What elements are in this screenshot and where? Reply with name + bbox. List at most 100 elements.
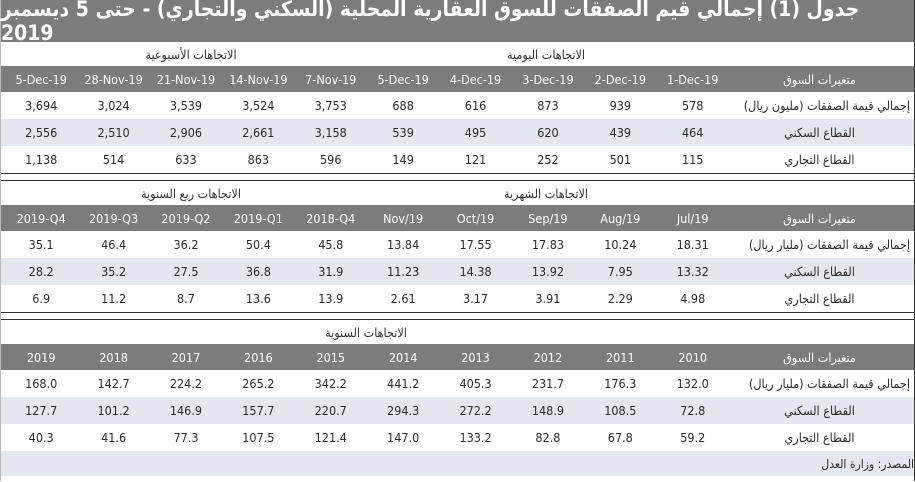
table-cell: 616 xyxy=(464,98,487,113)
column-header: 5-Dec-19 xyxy=(377,71,429,87)
column-header: 1-Dec-19 xyxy=(667,71,719,87)
table-cell: 441.2 xyxy=(387,376,420,391)
table-cell: 2,510 xyxy=(97,125,130,140)
column-header: 2-Dec-19 xyxy=(594,71,646,87)
table-cell: 3.91 xyxy=(535,291,561,306)
column-header: 4-Dec-19 xyxy=(449,71,502,87)
table-cell: 107.5 xyxy=(242,430,275,445)
table-cell: 863 xyxy=(247,152,270,167)
group-label: الاتجاهات ربع السنوية xyxy=(141,186,241,201)
table-cell: 265.2 xyxy=(242,376,275,391)
table-cell: 294.3 xyxy=(387,403,420,418)
table-cell: 18.31 xyxy=(676,237,709,252)
group-label: الاتجاهات الأسبوعية xyxy=(145,47,237,62)
table-cell: 939 xyxy=(609,98,632,113)
table-row: 127.7 101.2 146.9 157.7 220.7 294.3 272.2 148.9… xyxy=(1,397,914,424)
table-cell: 46.4 xyxy=(101,237,127,252)
table-cell: 28.2 xyxy=(28,264,54,279)
table-cell: 231.7 xyxy=(531,376,565,391)
column-header: Sep/19 xyxy=(528,210,568,226)
table-cell: 10.24 xyxy=(604,237,637,252)
column-header: 2019-Q3 xyxy=(89,210,139,226)
table-cell: 1,138 xyxy=(25,152,58,167)
table-cell: 176.3 xyxy=(604,376,637,391)
table-row: 3,694 3,024 3,539 3,524 3,753 688 616 873 939 578… xyxy=(1,92,914,119)
group-label: الاتجاهات السنوية xyxy=(325,325,407,340)
table-cell: 220.7 xyxy=(314,403,347,418)
table-cell: 405.3 xyxy=(459,376,492,391)
table-cell: 3,158 xyxy=(314,125,347,140)
table-cell: 2,661 xyxy=(242,125,275,140)
table-cell: 439 xyxy=(609,125,632,140)
table-cell: 40.3 xyxy=(28,430,54,445)
table-cell: 50.4 xyxy=(245,237,271,252)
column-header: 2011 xyxy=(606,349,635,365)
table-cell: 14.38 xyxy=(459,264,492,279)
row-label: القطاع التجاري xyxy=(784,152,855,167)
row-label: إجمالي قيمة الصفقات (مليار ريال) xyxy=(748,376,910,391)
table-cell: 115 xyxy=(681,152,704,167)
table-cell: 873 xyxy=(537,98,559,113)
table-cell: 2.29 xyxy=(607,291,633,306)
table-cell: 31.9 xyxy=(318,264,344,279)
table-row: 40.3 41.6 77.3 107.5 121.4 147.0 133.2 82.8 67.8… xyxy=(1,424,914,451)
section-group-header: الاتجاهات السنوية xyxy=(1,320,914,344)
table-row: 35.1 46.4 36.2 50.4 45.8 13.84 17.55 17.83 10.24… xyxy=(1,231,914,258)
table-title: جدول (1) إجمالي قيم الصفقات للسوق العقار… xyxy=(1,0,914,45)
section-divider xyxy=(1,312,914,320)
table-cell: 157.7 xyxy=(242,403,275,418)
row-label: إجمالي قيمة الصفقات (مليار ريال) xyxy=(748,237,910,252)
table-cell: 8.7 xyxy=(177,291,195,306)
table-row: 6.9 11.2 8.7 13.6 13.9 2.61 3.17 3.91 2.29 4.98 ال… xyxy=(1,285,914,312)
table-cell: 17.83 xyxy=(531,237,565,252)
table-cell: 13.9 xyxy=(318,291,344,306)
table-cell: 688 xyxy=(392,98,414,113)
row-label: القطاع السكني xyxy=(784,403,855,418)
row-label: القطاع السكني xyxy=(784,125,855,140)
section-group-header: الاتجاهات ربع السنوية الاتجاهات الشهرية xyxy=(1,181,914,205)
row-label: القطاع التجاري xyxy=(784,430,855,445)
table-cell: 3.17 xyxy=(463,291,489,306)
table-cell: 501 xyxy=(609,152,632,167)
column-header: 7-Nov-19 xyxy=(305,71,357,87)
column-header: 2014 xyxy=(388,349,418,365)
column-header-row: 5-Dec-19 28-Nov-19 21-Nov-19 14-Nov-19 7-Nov… xyxy=(1,66,914,92)
table-cell: 633 xyxy=(175,152,197,167)
table-cell: 596 xyxy=(320,152,342,167)
table-cell: 514 xyxy=(102,152,125,167)
table-row: 28.2 35.2 27.5 36.8 31.9 11.23 14.38 13.92 7.95 1… xyxy=(1,258,914,285)
table-cell: 147.0 xyxy=(387,430,420,445)
group-label: الاتجاهات اليومية xyxy=(506,47,586,62)
table-cell: 142.7 xyxy=(97,376,130,391)
table-cell: 13.32 xyxy=(676,264,709,279)
table-cell: 2,556 xyxy=(25,125,58,140)
table-cell: 224.2 xyxy=(169,376,203,391)
table-cell: 121.4 xyxy=(314,430,347,445)
table-cell: 27.5 xyxy=(173,264,199,279)
table-cell: 3,524 xyxy=(242,98,275,113)
table-cell: 620 xyxy=(537,125,559,140)
table-cell: 539 xyxy=(392,125,414,140)
table-cell: 149 xyxy=(392,152,414,167)
column-header: 2012 xyxy=(533,349,563,365)
column-header: 2019-Q4 xyxy=(16,210,66,226)
table-cell: 148.9 xyxy=(531,403,565,418)
table-cell: 3,539 xyxy=(169,98,203,113)
table-row: 168.0 142.7 224.2 265.2 342.2 441.2 405.3 231.7… xyxy=(1,370,914,397)
table-cell: 67.8 xyxy=(607,430,633,445)
table-cell: 133.2 xyxy=(459,430,492,445)
table-row: 2,556 2,510 2,906 2,661 3,158 539 495 620 439 464… xyxy=(1,119,914,146)
column-header-row: 2019-Q4 2019-Q3 2019-Q2 2019-Q1 2018-Q4 Nov/1… xyxy=(1,205,914,231)
column-header: 2019-Q2 xyxy=(161,210,211,226)
table-cell: 35.1 xyxy=(28,237,54,252)
table-row: 1,138 514 633 863 596 149 121 252 501 115 القطاع ا… xyxy=(1,146,914,173)
source-note: المصدر: وزارة العدل xyxy=(1,451,914,476)
column-header: Aug/19 xyxy=(600,210,641,226)
column-header: 2013 xyxy=(461,349,490,365)
table-cell: 13.92 xyxy=(531,264,565,279)
table-cell: 11.23 xyxy=(387,264,420,279)
table-cell: 77.3 xyxy=(173,430,199,445)
table-cell: 3,753 xyxy=(314,98,347,113)
column-header-row: 2019 2018 2017 2016 2015 2014 2013 2012 2011 2010… xyxy=(1,344,914,370)
